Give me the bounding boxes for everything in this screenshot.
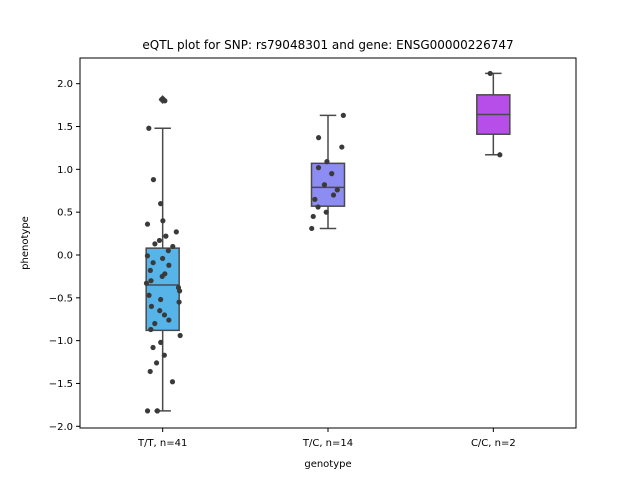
x-tick-label: C/C, n=2 — [471, 438, 516, 449]
data-point — [158, 201, 164, 207]
data-point — [150, 344, 156, 351]
data-point — [166, 317, 172, 323]
y-tick-label: 1.0 — [57, 165, 73, 176]
data-point — [309, 225, 315, 232]
data-point — [310, 213, 316, 220]
data-point — [154, 408, 160, 414]
data-point — [159, 273, 165, 280]
data-point — [144, 221, 151, 227]
x-tick-label: T/C, n=14 — [302, 438, 353, 449]
data-point — [340, 112, 346, 118]
data-point — [339, 144, 345, 150]
data-point — [148, 326, 154, 333]
box-group — [145, 95, 180, 412]
data-point — [173, 229, 179, 235]
data-point — [158, 339, 164, 345]
data-point — [312, 196, 318, 202]
data-point — [157, 308, 163, 314]
box-group — [476, 72, 511, 156]
data-point — [150, 177, 157, 183]
y-axis-label: phenotype — [20, 216, 31, 270]
data-point — [324, 159, 330, 165]
data-point — [160, 255, 166, 262]
data-point — [150, 260, 156, 266]
data-point — [147, 267, 153, 274]
data-point — [165, 248, 171, 254]
y-tick-label: −1.5 — [49, 379, 73, 390]
y-tick-label: 0.5 — [57, 208, 73, 219]
data-point — [334, 187, 340, 193]
data-point — [147, 368, 153, 375]
y-tick-label: 0.0 — [57, 250, 73, 261]
chart-title: eQTL plot for SNP: rs79048301 and gene: … — [142, 38, 513, 52]
data-point — [161, 352, 167, 358]
plot-area — [143, 70, 511, 414]
data-point — [330, 192, 337, 198]
data-point — [144, 408, 151, 414]
data-point — [169, 379, 176, 385]
y-axis: −2.0 −1.5 −1.0 −0.5 0.0 0.5 1.0 1.5 2.0 — [49, 79, 80, 433]
data-point — [146, 292, 152, 298]
data-point — [177, 332, 183, 339]
data-point — [497, 152, 503, 158]
data-point — [144, 253, 151, 259]
x-axis: T/T, n=41 T/C, n=14 C/C, n=2 — [137, 428, 516, 449]
y-tick-label: 1.5 — [57, 122, 73, 133]
data-point — [315, 204, 321, 210]
data-point — [329, 171, 335, 177]
data-point — [315, 135, 322, 141]
y-tick-label: −0.5 — [49, 293, 73, 304]
data-point — [166, 262, 172, 268]
data-point — [315, 165, 322, 171]
data-point — [158, 296, 164, 303]
data-point — [153, 360, 160, 366]
data-point — [161, 312, 168, 318]
data-point — [323, 209, 329, 215]
data-point — [163, 233, 169, 239]
data-point — [152, 241, 158, 247]
data-point — [146, 125, 152, 131]
data-point — [321, 182, 328, 188]
data-point — [176, 288, 183, 294]
data-point — [143, 280, 150, 286]
data-point — [160, 218, 166, 224]
data-point — [176, 299, 182, 305]
y-tick-label: −2.0 — [49, 422, 73, 433]
data-point — [487, 70, 493, 77]
data-point — [162, 98, 168, 104]
x-tick-label: T/T, n=41 — [137, 438, 187, 449]
data-point — [152, 320, 158, 327]
data-point — [170, 243, 176, 250]
data-point — [148, 303, 155, 309]
data-point — [148, 278, 154, 284]
y-tick-label: 2.0 — [57, 79, 73, 90]
y-tick-label: −1.0 — [49, 336, 73, 347]
x-axis-label: genotype — [304, 459, 351, 470]
data-point — [156, 237, 163, 244]
